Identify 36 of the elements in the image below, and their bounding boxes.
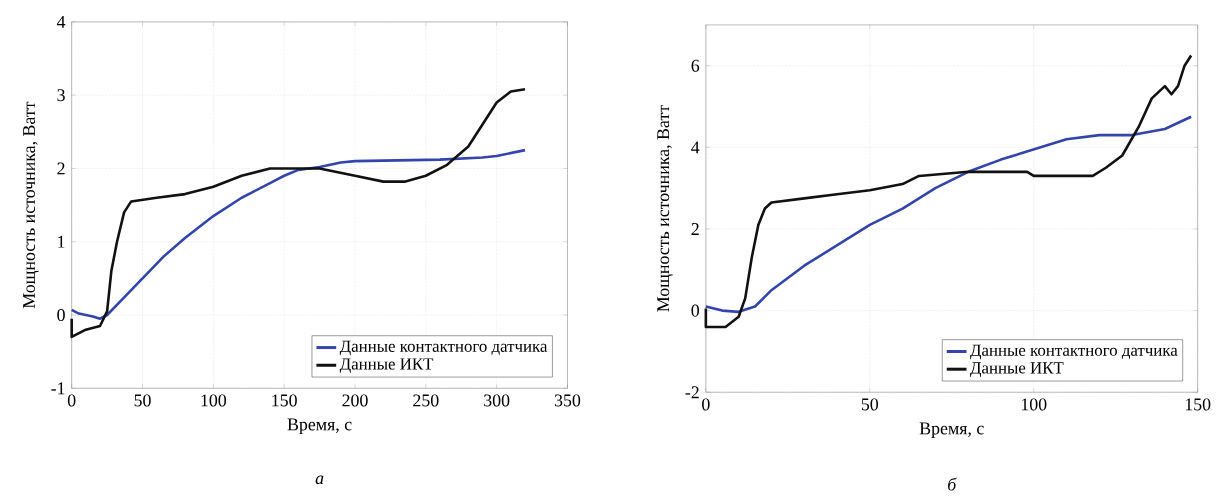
x-tick-label: 100 bbox=[201, 394, 227, 407]
x-tick-label: 250 bbox=[413, 394, 439, 407]
x-tick-label: 350 bbox=[554, 394, 581, 407]
y-tick-label: 2 bbox=[691, 223, 699, 236]
y-tick-label: 4 bbox=[56, 16, 66, 28]
x-tick-label: 200 bbox=[342, 394, 368, 407]
x-axis-title: Время, с bbox=[287, 418, 352, 435]
x-tick-label: 150 bbox=[1185, 398, 1211, 411]
x-axis-title: Время, с bbox=[919, 422, 984, 439]
line-series bbox=[70, 148, 527, 321]
y-tick-label: 4 bbox=[691, 141, 700, 154]
y-axis-title: Мощность источника, Ватт bbox=[657, 105, 673, 312]
x-tick-label: 150 bbox=[272, 394, 297, 407]
line-series bbox=[70, 88, 527, 339]
line-series bbox=[704, 54, 1193, 329]
y-tick-label: 3 bbox=[57, 89, 65, 102]
x-tick-label: 50 bbox=[134, 394, 151, 407]
x-tick-label: 300 bbox=[484, 394, 510, 407]
text: а bbox=[315, 475, 324, 485]
legend-label: Данные контактного датчика bbox=[339, 340, 548, 356]
legend-label: Данные ИКТ bbox=[339, 358, 434, 374]
legend-label: Данные ИКТ bbox=[970, 362, 1064, 378]
y-tick-label: -1 bbox=[51, 382, 65, 395]
text: б bbox=[948, 477, 957, 491]
x-tick-label: 100 bbox=[1021, 398, 1047, 411]
y-axis-title: Мощность источника, Ватт bbox=[23, 101, 39, 309]
y-tick-label: 6 bbox=[691, 59, 700, 72]
x-tick-label: 0 bbox=[702, 398, 710, 411]
legend-label: Данные контактного датчика bbox=[970, 344, 1178, 360]
y-tick-label: -2 bbox=[685, 386, 699, 399]
y-tick-label: 0 bbox=[57, 309, 65, 322]
y-tick-label: 1 bbox=[58, 235, 65, 248]
x-tick-label: 0 bbox=[67, 394, 76, 407]
x-tick-label: 50 bbox=[861, 398, 879, 411]
y-tick-label: 2 bbox=[57, 162, 65, 175]
y-tick-label: 0 bbox=[691, 304, 700, 317]
